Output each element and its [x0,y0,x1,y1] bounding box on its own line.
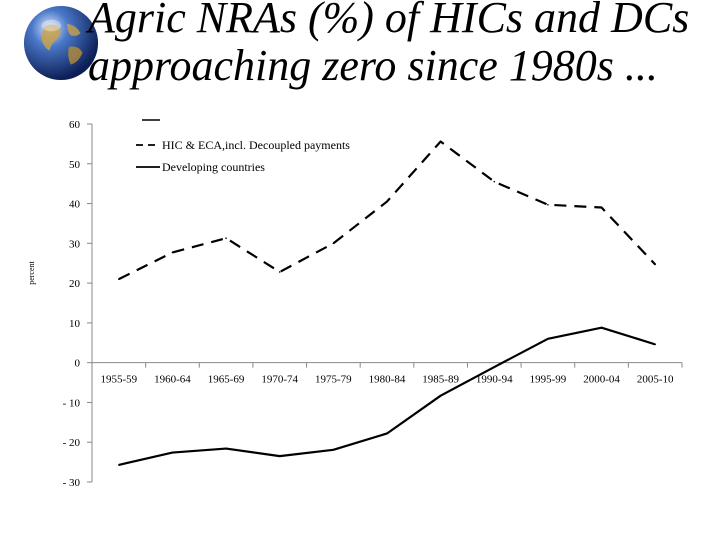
x-tick-label: 1985-89 [422,374,459,386]
data-point [332,448,335,451]
slide-title: Agric NRAs (%) of HICs and DCs approachi… [88,0,718,90]
data-point [225,237,227,239]
slide-title-line-1: Agric NRAs (%) of HICs and DCs [88,0,690,42]
data-point [386,432,388,435]
data-point [600,326,603,329]
data-point [654,343,656,346]
y-tick-label: 20 [69,278,81,290]
x-tick-label: 2005-10 [637,374,674,386]
data-point [118,278,120,280]
data-point [278,455,281,457]
x-tick-label: 1955-59 [100,374,137,386]
data-point [439,394,442,397]
data-point [171,451,174,454]
y-tick-label: - 20 [63,437,81,449]
y-tick-label: 10 [69,318,81,330]
data-point [386,200,388,203]
y-tick-label: 40 [69,199,81,211]
x-tick-label: 1975-79 [315,374,352,386]
data-point [278,271,281,273]
x-tick-label: 1995-99 [530,374,567,386]
data-point [654,263,656,266]
y-tick-label: 60 [69,119,81,131]
y-axis-title: percent [27,260,36,284]
x-tick-label: 1990-94 [476,374,513,386]
data-point [171,251,174,254]
x-tick-label: 1960-64 [154,374,191,386]
legend-label: HIC & ECA,incl. Decoupled payments [162,138,350,152]
data-point [547,203,549,206]
data-point [493,180,496,183]
x-tick-label: 1980-84 [369,374,406,386]
data-point [439,140,442,143]
data-point [332,242,335,245]
x-tick-label: 1965-69 [208,374,245,386]
y-tick-label: - 30 [63,477,81,489]
data-point [118,464,120,466]
data-point [225,447,227,450]
y-tick-label: - 10 [63,397,81,409]
y-tick-label: 50 [69,159,81,171]
y-tick-label: 30 [69,238,81,250]
globe-icon [23,5,99,81]
data-point [493,366,496,368]
x-tick-label: 2000-04 [583,374,620,386]
x-tick-label: 1970-74 [261,374,298,386]
slide-title-line-2: approaching zero since 1980s ... [88,41,658,90]
y-tick-label: 0 [75,358,81,370]
data-point [600,206,603,209]
series-line-developing [118,326,656,466]
legend-label: Developing countries [162,160,265,174]
data-point [547,338,549,340]
